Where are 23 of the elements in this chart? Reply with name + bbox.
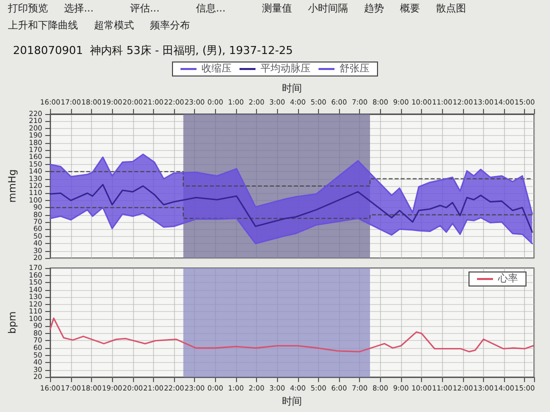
text: 小时间隔 [308,2,348,14]
text: 频率分布 [150,20,190,32]
text: 趋势 [364,2,384,14]
text: 选择... [64,2,94,14]
line-series [50,184,533,233]
line-series [50,317,534,352]
text: 概要 [400,2,420,14]
text: 散点图 [436,2,466,14]
text: 超常模式 [94,20,134,32]
legend-label: 平均动脉压 [260,62,310,74]
legend-label: 舒张压 [340,62,370,74]
text: 信息... [196,2,226,14]
x-axis-title: 时间 [282,82,302,94]
x-axis-title: 时间 [282,396,302,408]
legend-label: 收缩压 [202,62,232,74]
y-axis-title: bpm [8,311,18,334]
legend-label: 心率 [497,272,518,284]
text: 上升和下降曲线 [8,20,78,32]
text: 打印预览 [7,2,48,14]
chart-title: 2018070901 神内科 53床 - 田福明, (男), 1937-12-25 [13,44,293,57]
text: 评估... [130,2,160,14]
y-axis-title: mmHg [8,169,18,203]
text: 测量值 [262,2,292,14]
